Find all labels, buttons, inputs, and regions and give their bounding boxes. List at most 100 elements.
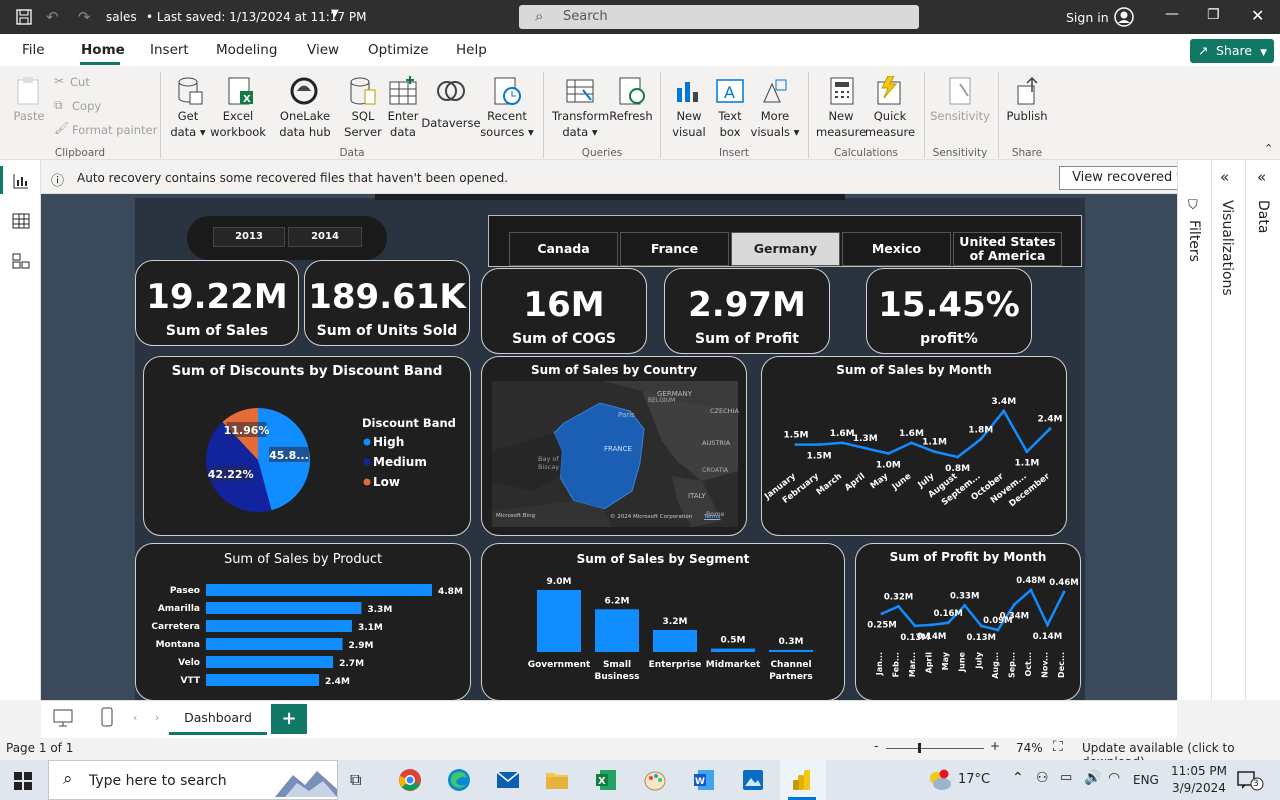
model-view-icon[interactable] xyxy=(12,252,30,270)
user-avatar-icon[interactable] xyxy=(1114,7,1134,27)
menu-file[interactable]: File xyxy=(22,42,45,58)
excel-taskbar-icon[interactable]: X xyxy=(594,768,618,792)
menu-insert[interactable]: Insert xyxy=(150,42,189,58)
country-mexico-button[interactable]: Mexico xyxy=(842,232,951,266)
undo-icon[interactable]: ↶ xyxy=(46,8,59,26)
country-canada-button[interactable]: Canada xyxy=(509,232,618,266)
battery-icon[interactable]: ▭ xyxy=(1060,770,1073,785)
minimize-icon[interactable]: — xyxy=(1165,6,1179,22)
sql-server-button[interactable]: SQL Server xyxy=(344,109,382,139)
sensitivity-button[interactable]: Sensitivity xyxy=(930,109,990,123)
mail-icon[interactable] xyxy=(496,770,520,790)
zoom-slider-track[interactable] xyxy=(886,748,984,749)
kpi-card-profit-pct[interactable]: 15.45% profit% xyxy=(866,268,1032,354)
prev-page-icon[interactable]: ‹ xyxy=(133,711,138,724)
power-bi-icon[interactable] xyxy=(790,768,814,792)
visualizations-pane-tab[interactable]: Visualizations xyxy=(1219,200,1235,296)
sign-in-link[interactable]: Sign in xyxy=(1066,10,1109,25)
new-measure-button[interactable]: New measure xyxy=(816,109,867,139)
table-view-icon[interactable] xyxy=(12,212,30,230)
clock-date[interactable]: 3/9/2024 xyxy=(1172,781,1226,795)
search-box[interactable]: ⌕ Search xyxy=(519,5,919,29)
recent-sources-button[interactable]: Recent sources ▾ xyxy=(480,109,534,139)
chrome-icon[interactable] xyxy=(398,768,422,792)
zoom-in-icon[interactable]: + xyxy=(990,739,1001,753)
kpi-card-profit[interactable]: 2.97M Sum of Profit xyxy=(664,268,830,354)
expand-data-icon[interactable]: « xyxy=(1257,168,1267,186)
enter-data-button[interactable]: Enter data xyxy=(387,109,419,139)
new-visual-button[interactable]: New visual xyxy=(672,109,706,139)
onelake-button[interactable]: OneLake data hub xyxy=(279,109,331,139)
next-page-icon[interactable]: › xyxy=(155,711,160,724)
copy-button[interactable]: Copy xyxy=(72,99,102,113)
year-2014-button[interactable]: 2014 xyxy=(288,227,362,247)
show-hidden-icons[interactable]: ⌃ xyxy=(1012,770,1024,786)
data-pane-tab[interactable]: Data xyxy=(1255,200,1271,234)
photos-icon[interactable] xyxy=(741,768,765,792)
mobile-layout-icon[interactable] xyxy=(101,707,113,727)
volume-icon[interactable]: 🔊 xyxy=(1084,770,1102,786)
format-painter-button[interactable]: Format painter xyxy=(72,123,158,137)
kpi-card-sales[interactable]: 19.22M Sum of Sales xyxy=(135,260,299,346)
kpi-card-units[interactable]: 189.61K Sum of Units Sold xyxy=(304,260,470,346)
language-indicator[interactable]: ENG xyxy=(1133,773,1159,787)
edge-icon[interactable] xyxy=(447,768,471,792)
excel-workbook-button[interactable]: Excel workbook xyxy=(210,109,266,139)
sales-by-product-card[interactable]: Sum of Sales by Product Paseo 4.8M Amarill… xyxy=(135,543,471,701)
expand-visualizations-icon[interactable]: « xyxy=(1220,168,1230,186)
fit-to-page-icon[interactable]: ⛶ xyxy=(1053,739,1063,755)
map-terms-link[interactable]: Terms xyxy=(704,514,721,520)
file-explorer-icon[interactable] xyxy=(545,769,569,791)
country-france-button[interactable]: France xyxy=(620,232,729,266)
windows-start-icon[interactable] xyxy=(14,772,32,790)
cut-button[interactable]: Cut xyxy=(70,75,90,89)
refresh-button[interactable]: Refresh xyxy=(609,109,653,123)
kpi-card-cogs[interactable]: 16M Sum of COGS xyxy=(481,268,647,354)
get-data-button[interactable]: Get data ▾ xyxy=(170,109,206,139)
transform-data-button[interactable]: Transform data ▾ xyxy=(552,109,610,139)
country-usa-button[interactable]: United States of America xyxy=(953,232,1062,266)
data-point xyxy=(840,441,844,445)
menu-help[interactable]: Help xyxy=(456,42,487,58)
restore-icon[interactable]: ❐ xyxy=(1207,7,1220,23)
add-page-button[interactable]: + xyxy=(271,704,307,734)
publish-button[interactable]: Publish xyxy=(1006,109,1048,123)
quick-measure-button[interactable]: Quick measure xyxy=(864,109,916,139)
paint-icon[interactable] xyxy=(643,768,667,792)
discount-pie-card[interactable]: Sum of Discounts by Discount Band 45.8..… xyxy=(143,356,471,536)
taskbar-search[interactable]: ⌕ Type here to search xyxy=(48,760,338,800)
desktop-layout-icon[interactable] xyxy=(53,709,73,727)
more-visuals-button[interactable]: More visuals ▾ xyxy=(750,109,800,139)
menu-optimize[interactable]: Optimize xyxy=(368,42,429,58)
save-icon[interactable] xyxy=(16,9,32,25)
sales-by-segment-card[interactable]: Sum of Sales by Segment 9.0M Government 6.… xyxy=(481,543,845,701)
sales-map-card[interactable]: Sum of Sales by Country GERMANY CZECHIA … xyxy=(481,356,747,536)
chevron-down-icon[interactable]: ▼ xyxy=(331,8,339,19)
menu-view[interactable]: View xyxy=(307,42,340,58)
text-box-button[interactable]: Text box xyxy=(718,109,742,139)
word-icon[interactable]: W xyxy=(692,768,716,792)
zoom-slider-thumb[interactable] xyxy=(918,743,921,753)
filters-pane-tab[interactable]: Filters xyxy=(1186,220,1202,262)
task-view-icon[interactable]: ⧉ xyxy=(350,770,362,789)
sales-by-month-card[interactable]: Sum of Sales by Month 1.5M January 1.5M Feb… xyxy=(761,356,1067,536)
weather-icon[interactable] xyxy=(926,768,952,792)
dataverse-button[interactable]: Dataverse xyxy=(421,116,481,130)
meet-now-icon[interactable]: ⚇ xyxy=(1036,770,1049,786)
country-germany-button[interactable]: Germany xyxy=(731,232,840,266)
share-button[interactable]: ↗ Share ▼ xyxy=(1190,39,1274,63)
zoom-out-icon[interactable]: - xyxy=(874,739,879,753)
menu-modeling[interactable]: Modeling xyxy=(216,42,278,58)
report-view-icon[interactable] xyxy=(12,172,30,190)
menu-home[interactable]: Home xyxy=(81,42,125,58)
paste-button[interactable]: Paste xyxy=(13,109,45,123)
notifications-icon[interactable] xyxy=(1236,770,1266,792)
profit-by-month-card[interactable]: Sum of Profit by Month 0.25M Jan... 0.32M F… xyxy=(855,543,1081,701)
year-2013-button[interactable]: 2013 xyxy=(213,227,285,247)
redo-icon[interactable]: ↷ xyxy=(78,8,91,26)
clock-time[interactable]: 11:05 PM xyxy=(1171,764,1227,778)
collapse-ribbon-icon[interactable]: ⌃ xyxy=(1264,142,1274,155)
close-icon[interactable]: ✕ xyxy=(1251,6,1265,25)
tab-dashboard[interactable]: Dashboard xyxy=(169,701,267,735)
wifi-icon[interactable]: ◠ xyxy=(1108,770,1121,786)
